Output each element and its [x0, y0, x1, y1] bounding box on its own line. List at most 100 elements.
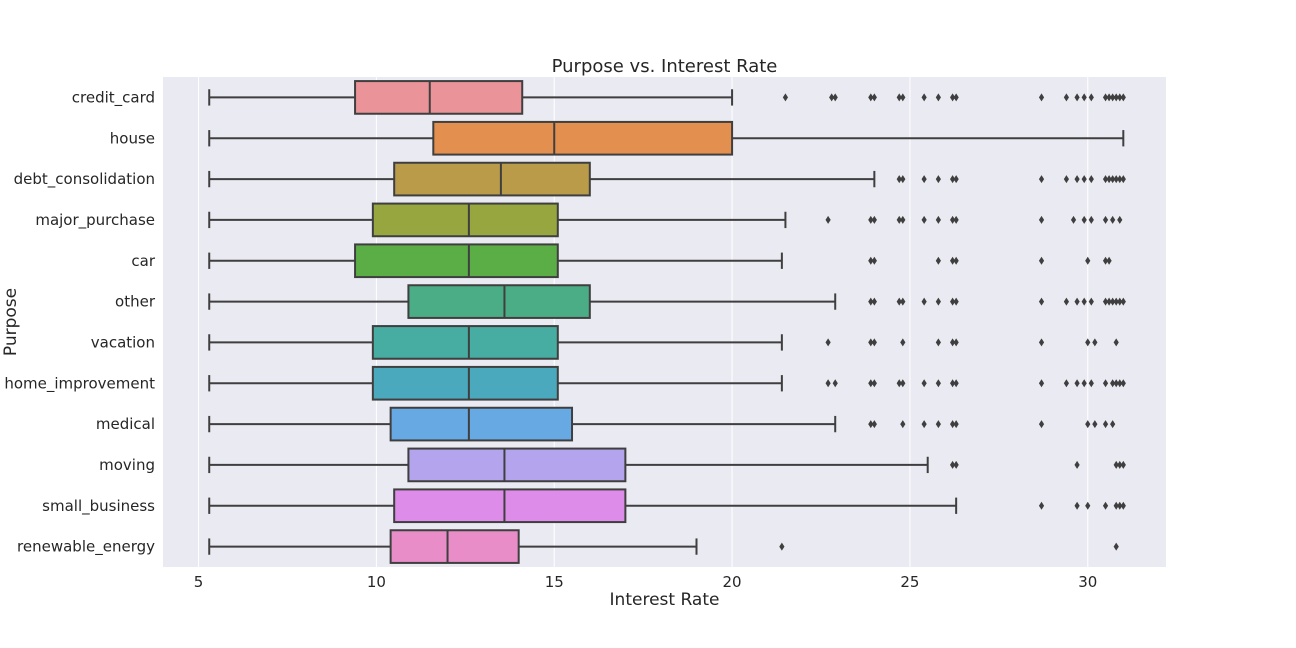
outlier-point: [921, 297, 927, 306]
outlier-point: [825, 338, 831, 347]
outlier-point: [1106, 175, 1112, 184]
outlier-point: [1088, 297, 1094, 306]
outlier-point: [871, 338, 877, 347]
outlier-point: [921, 175, 927, 184]
outlier-point: [921, 93, 927, 102]
outlier-point: [1120, 501, 1126, 510]
y-tick-label: credit_card: [72, 88, 155, 107]
outlier-point: [1085, 501, 1091, 510]
outlier-point: [1117, 93, 1123, 102]
outlier-point: [871, 256, 877, 265]
outlier-point: [953, 420, 959, 429]
outlier-point: [1120, 93, 1126, 102]
box-major_purchase: [208, 202, 1123, 238]
outlier-point: [825, 215, 831, 224]
outlier-point: [935, 175, 941, 184]
outlier-point: [825, 379, 831, 388]
outlier-point: [1102, 175, 1109, 184]
outlier-point: [896, 93, 902, 102]
outlier-point: [953, 215, 959, 224]
outlier-point: [1120, 379, 1126, 388]
y-tick-label: debt_consolidation: [14, 170, 155, 189]
box-renewable_energy: [208, 529, 1119, 564]
box-moving: [208, 447, 1126, 483]
outlier-point: [1106, 297, 1112, 306]
outlier-point: [1063, 297, 1070, 306]
outlier-point: [896, 215, 902, 224]
outlier-point: [1102, 297, 1109, 306]
outlier-point: [896, 297, 902, 306]
outlier-point: [1063, 93, 1070, 102]
outlier-point: [1092, 338, 1098, 347]
outlier-point: [949, 175, 956, 184]
outlier-point: [1117, 175, 1123, 184]
outlier-point: [949, 93, 956, 102]
box-home_improvement: [208, 365, 1126, 401]
outlier-point: [1081, 379, 1087, 388]
outlier-point: [949, 338, 956, 347]
outlier-point: [1113, 542, 1119, 551]
y-tick-label: major_purchase: [35, 211, 155, 230]
outlier-point: [832, 93, 838, 102]
outlier-point: [1074, 93, 1080, 102]
box-iqr: [393, 161, 591, 197]
outlier-point: [1081, 175, 1087, 184]
y-tick-label: home_improvement: [4, 374, 155, 393]
outlier-point: [896, 175, 902, 184]
y-tick-label: small_business: [42, 497, 155, 516]
outlier-point: [949, 379, 956, 388]
outlier-point: [1088, 379, 1094, 388]
box-debt_consolidation: [208, 161, 1126, 197]
box-credit_card: [208, 80, 1126, 115]
outlier-point: [953, 175, 959, 184]
box-small_business: [208, 488, 1126, 524]
outlier-point: [1081, 297, 1087, 306]
x-tick-label: 15: [545, 573, 564, 591]
outlier-point: [1113, 93, 1119, 102]
outlier-point: [832, 379, 838, 388]
x-tick-label: 30: [1078, 573, 1097, 591]
outlier-point: [1110, 420, 1116, 429]
x-axis-label: Interest Rate: [610, 590, 720, 610]
outlier-point: [1038, 338, 1045, 347]
box-vacation: [208, 325, 1119, 360]
outlier-point: [1102, 256, 1109, 265]
outlier-point: [1074, 297, 1080, 306]
box-iqr: [393, 488, 627, 524]
outlier-point: [935, 338, 941, 347]
outlier-point: [1038, 256, 1045, 265]
outlier-point: [1102, 215, 1109, 224]
boxes: [208, 80, 1126, 564]
outlier-point: [1110, 93, 1116, 102]
outlier-point: [1113, 460, 1119, 469]
outlier-point: [1038, 501, 1045, 510]
outlier-point: [953, 460, 959, 469]
box-iqr: [389, 529, 520, 564]
outlier-point: [949, 215, 956, 224]
outlier-point: [1110, 215, 1116, 224]
box-iqr: [432, 120, 734, 156]
outlier-point: [1038, 93, 1045, 102]
outlier-point: [868, 93, 874, 102]
outlier-point: [1063, 379, 1070, 388]
x-tick-label: 10: [367, 573, 386, 591]
outlier-point: [1102, 501, 1109, 510]
outlier-point: [900, 93, 906, 102]
outlier-point: [1085, 420, 1091, 429]
outlier-point: [871, 93, 877, 102]
outlier-point: [953, 93, 959, 102]
y-axis-label: Purpose: [1, 288, 21, 356]
outlier-point: [1113, 297, 1119, 306]
box-iqr: [371, 202, 559, 238]
x-ticks: 5 10 15 20 25 30: [194, 573, 1098, 591]
outlier-point: [779, 542, 785, 551]
outlier-point: [1117, 379, 1123, 388]
outlier-point: [871, 215, 877, 224]
gridlines: [198, 77, 1089, 567]
outlier-point: [949, 420, 956, 429]
outlier-point: [1106, 256, 1112, 265]
outlier-point: [868, 379, 874, 388]
outlier-point: [1085, 338, 1091, 347]
outlier-point: [1092, 420, 1098, 429]
outlier-point: [935, 297, 941, 306]
